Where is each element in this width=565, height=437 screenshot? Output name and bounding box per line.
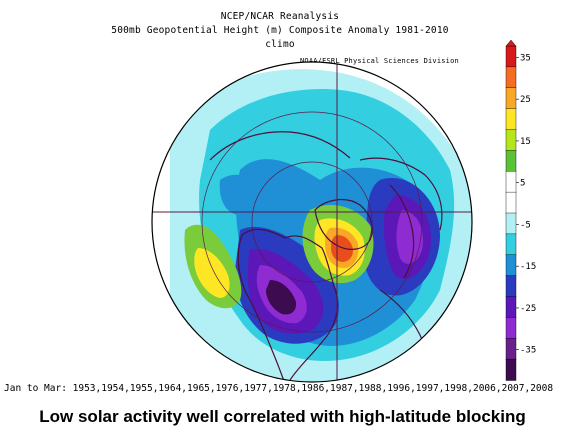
colorbar-label: 25 [520,95,531,105]
map-title-block: NCEP/NCAR Reanalysis 500mb Geopotential … [100,10,460,52]
coastlines [209,131,443,382]
colorbar-swatch [505,338,517,360]
colorbar-swatches [505,40,517,381]
title-line-1: NCEP/NCAR Reanalysis [220,11,340,22]
title-line-2: 500mb Geopotential Height (m) Composite … [111,25,449,50]
colorbar-swatch [505,254,517,277]
anomaly-field [152,62,472,382]
colorbar-label: -5 [520,220,531,230]
colorbar-top-arrow [505,40,517,47]
colorbar-swatch [505,212,517,235]
graticule [201,111,423,333]
composite-years: Jan to Mar: 1953,1954,1955,1964,1965,197… [4,383,554,394]
colorbar-label: 5 [520,179,525,189]
colorbar-swatch [505,108,517,131]
colorbar-swatch [505,150,517,172]
west-blue-region [219,174,256,215]
colorbar: 35 25 15 5 -5 -15 -25 -35 [505,40,536,381]
pacific-yellow-region [194,248,230,298]
colorbar-swatch [505,66,517,89]
colorbar-label: 15 [520,137,531,147]
colorbar-swatch [505,296,517,319]
colorbar-swatch [505,129,517,152]
colorbar-swatch [505,233,517,256]
na-darkpurple-region [266,280,297,315]
colorbar-label: 35 [520,53,531,63]
colorbar-label: -15 [520,262,536,272]
colorbar-swatch [505,45,517,68]
colorbar-label: -25 [520,304,536,314]
credit-label: NOAA/ESRL Physical Sciences Division [300,57,459,65]
colorbar-swatch [505,171,517,193]
colorbar-swatch [505,317,517,339]
polar-map [151,61,473,383]
violet-region [396,210,424,264]
colorbar-swatch [505,191,517,214]
colorbar-label: -35 [520,346,536,356]
colorbar-swatch [505,87,517,110]
colorbar-swatch [505,358,517,381]
colorbar-labels: 35 25 15 5 -5 -15 -25 -35 [516,53,536,356]
figure-caption: Low solar activity well correlated with … [39,407,526,426]
colorbar-swatch [505,275,517,298]
map-boundary [151,61,473,383]
